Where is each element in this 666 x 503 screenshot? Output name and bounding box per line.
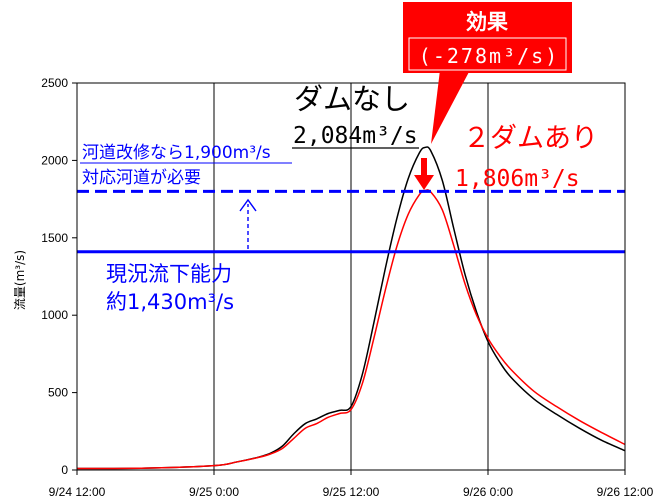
data-point — [578, 427, 580, 429]
y-axis-title: 流量(m³/s) — [13, 250, 27, 310]
data-point — [510, 368, 512, 370]
data-point — [441, 180, 443, 182]
capacity-arrow-head — [239, 198, 257, 212]
planned-channel-annotation: 河道改修なら1,900m³/s 対応河道が必要 — [80, 143, 292, 188]
data-point — [373, 322, 375, 324]
data-point — [533, 390, 535, 392]
data-point — [396, 246, 398, 248]
data-point — [361, 373, 363, 375]
data-point — [350, 406, 352, 408]
data-point — [498, 354, 500, 356]
data-point — [578, 419, 580, 421]
two-dams-label: ２ダムあり — [463, 123, 598, 154]
no-dam-annotation: ダムなし 2,084m³/s — [292, 82, 419, 149]
data-point — [601, 440, 603, 442]
data-point — [304, 423, 306, 425]
data-point — [533, 398, 535, 400]
effect-value: (-278m³/s) — [419, 44, 559, 68]
data-point — [384, 289, 386, 291]
data-point — [476, 314, 478, 316]
data-point — [453, 228, 455, 230]
reference-lines — [77, 189, 625, 254]
data-point — [327, 412, 329, 414]
capacity-increase-arrow — [239, 198, 257, 249]
data-point — [259, 456, 261, 458]
callout-value-frame — [408, 37, 567, 71]
data-point — [441, 209, 443, 211]
data-point — [453, 245, 455, 247]
data-point — [419, 152, 421, 154]
current-capacity-label-line1: 現況流下能力 — [106, 262, 232, 286]
no-dam-label: ダムなし — [294, 82, 410, 116]
data-point — [464, 274, 466, 276]
data-point — [556, 413, 558, 415]
data-point — [396, 218, 398, 220]
data-point — [316, 418, 318, 420]
data-point — [601, 432, 603, 434]
data-point — [384, 268, 386, 270]
data-point — [293, 433, 295, 435]
data-point — [236, 461, 238, 463]
data-point — [498, 361, 500, 363]
series-line-no-dam — [76, 146, 626, 470]
data-point — [407, 214, 409, 216]
data-point — [373, 337, 375, 339]
y-tick-label: 2500 — [41, 76, 68, 90]
x-tick-label: 9/26 12:00 — [597, 485, 654, 499]
data-point — [556, 406, 558, 408]
data-point — [282, 445, 284, 447]
data-point — [407, 178, 409, 180]
planned-channel-label-line1: 河道改修なら1,900m³/s — [82, 143, 271, 163]
y-tick-label: 1000 — [41, 308, 68, 322]
x-tick-label: 9/24 12:00 — [49, 485, 106, 499]
y-tick-label: 0 — [61, 463, 68, 477]
two-dams-annotation: ２ダムあり 1,806m³/s — [414, 123, 598, 192]
no-dam-peak-value: 2,084m³/s — [293, 123, 418, 149]
x-tick-label: 9/25 0:00 — [189, 485, 239, 499]
x-tick-label: 9/25 12:00 — [323, 485, 380, 499]
data-point — [487, 337, 489, 339]
data-point — [304, 427, 306, 429]
data-point — [464, 283, 466, 285]
callout-tail — [431, 70, 470, 144]
data-point — [339, 412, 341, 414]
data-point — [361, 382, 363, 384]
series-lines — [76, 146, 626, 470]
two-dams-peak-value: 1,806m³/s — [455, 166, 580, 192]
current-capacity-label-line2: 約1,430m³/s — [106, 290, 234, 314]
y-tick-label: 2000 — [41, 153, 68, 167]
data-point — [293, 437, 295, 439]
y-tick-label: 500 — [48, 386, 68, 400]
series-line-two-dams — [76, 189, 626, 470]
effect-callout: 効果 (-278m³/s) — [403, 2, 572, 144]
effect-title: 効果 — [466, 10, 508, 34]
data-point — [430, 150, 432, 152]
current-capacity-annotation: 現況流下能力 約1,430m³/s — [106, 262, 234, 314]
planned-channel-label-line2: 対応河道が必要 — [82, 168, 201, 188]
x-tick-label: 9/26 0:00 — [463, 485, 513, 499]
data-point — [270, 453, 272, 455]
data-point — [419, 193, 421, 195]
peak-reduction-arrow — [414, 158, 434, 190]
data-point — [282, 447, 284, 449]
data-point — [424, 146, 426, 148]
data-point — [327, 416, 329, 418]
data-point — [145, 467, 147, 469]
y-tick-label: 1500 — [41, 231, 68, 245]
data-point — [213, 465, 215, 467]
data-point — [339, 409, 341, 411]
data-point — [316, 423, 318, 425]
axes: 9/24 12:00 9/25 0:00 9/25 12:00 9/26 0:00 9/… — [41, 76, 653, 499]
data-point — [350, 409, 352, 411]
data-point — [510, 376, 512, 378]
